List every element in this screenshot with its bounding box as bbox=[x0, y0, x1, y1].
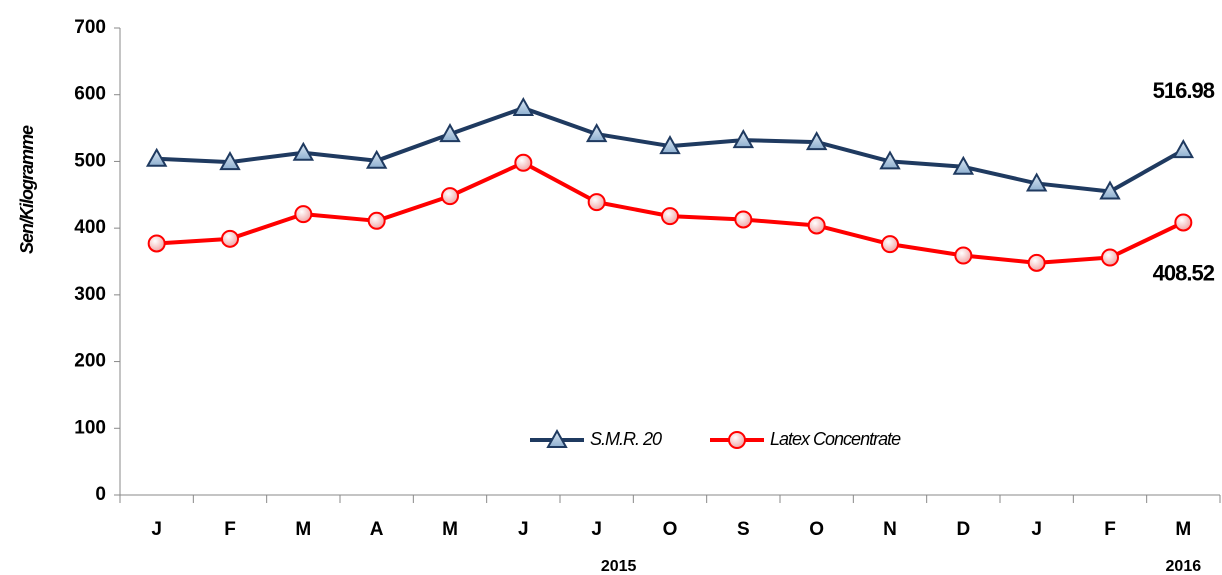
point bbox=[145, 147, 168, 167]
x-tick-label: J bbox=[518, 519, 529, 540]
point bbox=[367, 211, 386, 230]
point bbox=[807, 216, 826, 235]
y-tick-label: 300 bbox=[74, 284, 106, 305]
point bbox=[881, 235, 899, 254]
x-tick-label: J bbox=[151, 519, 162, 540]
point bbox=[1025, 172, 1048, 192]
y-tick-label: 0 bbox=[95, 484, 106, 505]
y-tick-label: 700 bbox=[74, 17, 106, 38]
legend-marker bbox=[728, 431, 746, 449]
x-tick-label: D bbox=[956, 519, 970, 540]
point bbox=[294, 205, 313, 224]
x-tick-label: M bbox=[442, 519, 458, 540]
year-label: 2015 bbox=[601, 558, 637, 575]
point bbox=[1099, 180, 1121, 200]
point bbox=[512, 97, 535, 117]
x-tick-label: O bbox=[809, 519, 824, 540]
point bbox=[219, 151, 241, 171]
data-label: 408.52 bbox=[1153, 260, 1215, 285]
point bbox=[879, 150, 901, 170]
y-tick-label: 400 bbox=[74, 217, 106, 238]
x-tick-label: J bbox=[1031, 519, 1042, 540]
y-tick-label: 100 bbox=[74, 417, 106, 438]
x-tick-label: M bbox=[1175, 519, 1191, 540]
x-tick-label: F bbox=[1104, 519, 1116, 540]
y-axis-label: Sen/Kilogramme bbox=[17, 125, 37, 254]
x-tick-label: F bbox=[224, 519, 236, 540]
point bbox=[805, 131, 828, 151]
legend-label: S.M.R. 20 bbox=[590, 429, 662, 449]
point bbox=[585, 123, 608, 143]
y-tick-label: 200 bbox=[74, 351, 106, 372]
point bbox=[365, 149, 388, 169]
y-tick-label: 600 bbox=[74, 84, 106, 105]
point bbox=[954, 246, 973, 265]
point bbox=[292, 141, 315, 161]
point bbox=[587, 193, 606, 212]
point bbox=[439, 123, 461, 143]
point bbox=[1172, 139, 1195, 159]
x-tick-label: N bbox=[883, 519, 897, 540]
x-tick-label: J bbox=[591, 519, 602, 540]
x-tick-label: M bbox=[295, 519, 311, 540]
point bbox=[514, 153, 533, 172]
point bbox=[952, 155, 975, 175]
point bbox=[147, 234, 166, 253]
point bbox=[659, 135, 681, 155]
point bbox=[661, 207, 679, 226]
point bbox=[1174, 213, 1193, 232]
point bbox=[1027, 253, 1046, 272]
year-label: 2016 bbox=[1166, 558, 1202, 575]
point bbox=[441, 187, 459, 206]
data-label: 516.98 bbox=[1153, 78, 1215, 103]
point bbox=[221, 229, 239, 248]
legend-marker bbox=[546, 428, 568, 448]
x-tick-label: A bbox=[370, 519, 384, 540]
point bbox=[1101, 248, 1119, 267]
point bbox=[734, 210, 753, 229]
point bbox=[732, 129, 755, 149]
x-tick-label: O bbox=[663, 519, 678, 540]
x-tick-label: S bbox=[737, 519, 750, 540]
legend-label: Latex Concentrate bbox=[770, 429, 901, 449]
y-tick-label: 500 bbox=[74, 150, 106, 171]
